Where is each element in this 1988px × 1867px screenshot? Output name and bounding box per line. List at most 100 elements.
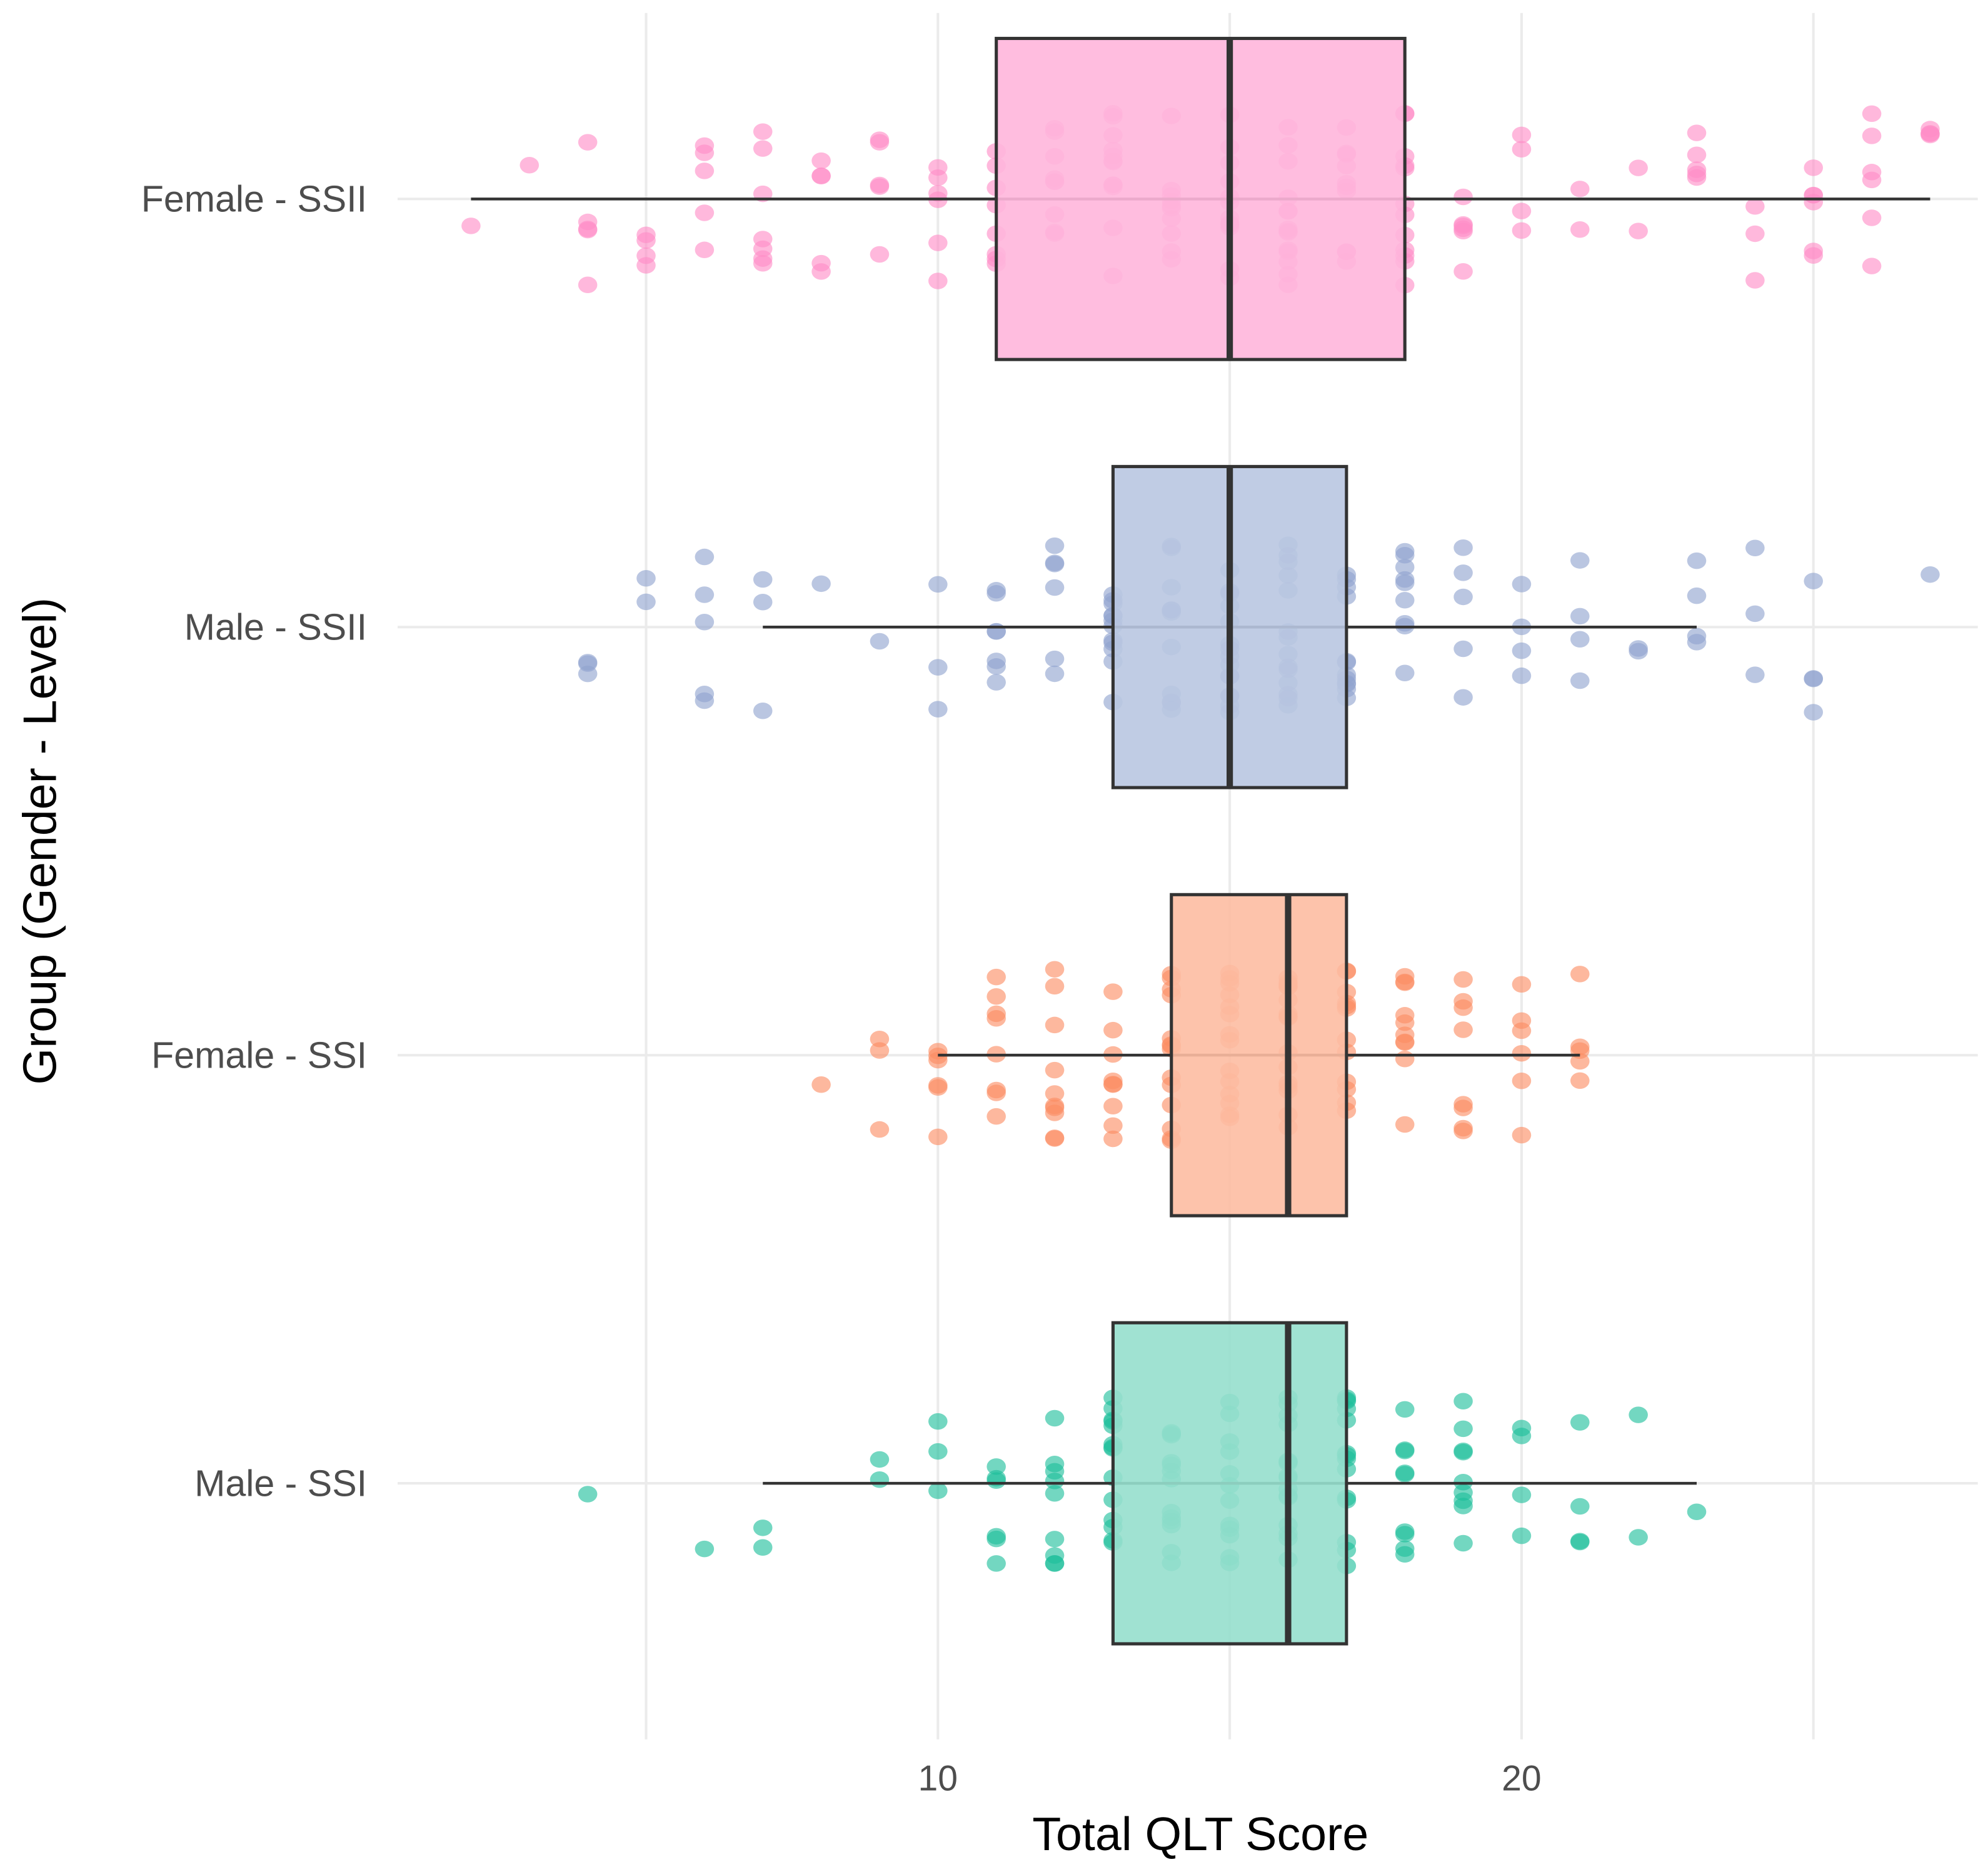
data-point bbox=[1745, 225, 1765, 243]
data-point bbox=[753, 1539, 773, 1556]
data-point bbox=[1453, 1534, 1473, 1552]
y-axis-title: Group (Gender - Level) bbox=[14, 598, 66, 1085]
data-point bbox=[1512, 1022, 1532, 1039]
data-point bbox=[1453, 1420, 1473, 1438]
data-point bbox=[811, 254, 831, 272]
data-point bbox=[1395, 1034, 1415, 1051]
data-point bbox=[1045, 1104, 1065, 1121]
data-point bbox=[1804, 704, 1824, 721]
data-point bbox=[695, 1540, 715, 1558]
data-point bbox=[1570, 1072, 1590, 1089]
data-point bbox=[870, 178, 890, 195]
data-point bbox=[870, 1031, 890, 1048]
data-point bbox=[1512, 642, 1532, 659]
data-point bbox=[928, 576, 948, 593]
data-point bbox=[1804, 573, 1824, 589]
data-point bbox=[1570, 552, 1590, 569]
data-point bbox=[986, 653, 1006, 669]
data-point bbox=[1804, 187, 1824, 204]
data-point bbox=[986, 1530, 1006, 1548]
data-point bbox=[1687, 628, 1707, 645]
data-point bbox=[1512, 141, 1532, 158]
data-point bbox=[1862, 258, 1882, 274]
data-point bbox=[1570, 966, 1590, 983]
y-tick-label: Female - SSII bbox=[141, 178, 367, 220]
data-point bbox=[986, 1108, 1006, 1125]
data-point bbox=[1045, 978, 1065, 995]
data-point bbox=[870, 1121, 890, 1138]
data-point bbox=[1512, 1126, 1532, 1144]
data-point bbox=[928, 1413, 948, 1430]
x-tick-label: 10 bbox=[918, 1758, 958, 1798]
data-point bbox=[1804, 243, 1824, 259]
data-point bbox=[1395, 543, 1415, 560]
data-point bbox=[1395, 1401, 1415, 1418]
data-point bbox=[1395, 1526, 1415, 1543]
data-point bbox=[1629, 1406, 1648, 1423]
data-point bbox=[636, 570, 656, 587]
data-point bbox=[1103, 1117, 1123, 1134]
data-point bbox=[928, 1128, 948, 1146]
data-point bbox=[1453, 1119, 1473, 1137]
x-tick-labels: 10 20 bbox=[918, 1758, 1542, 1798]
data-point bbox=[928, 1443, 948, 1460]
data-point bbox=[1045, 1129, 1065, 1146]
data-point bbox=[1045, 579, 1065, 596]
data-point bbox=[811, 168, 831, 185]
data-point bbox=[1512, 1527, 1532, 1544]
data-point bbox=[928, 1482, 948, 1499]
data-point bbox=[1453, 564, 1473, 581]
data-point bbox=[1453, 1021, 1473, 1038]
data-point bbox=[1629, 1529, 1648, 1546]
data-point bbox=[695, 163, 715, 179]
data-point bbox=[1045, 650, 1065, 668]
data-point bbox=[1687, 552, 1707, 569]
data-point bbox=[1570, 181, 1590, 198]
data-point bbox=[1804, 671, 1824, 688]
data-point bbox=[1453, 1484, 1473, 1501]
data-point bbox=[1395, 664, 1415, 681]
data-point bbox=[461, 218, 481, 234]
y-tick-label: Male - SSII bbox=[184, 606, 367, 648]
data-point bbox=[1745, 272, 1765, 289]
y-tick-label: Female - SSI bbox=[151, 1034, 367, 1076]
data-point bbox=[1395, 1014, 1415, 1031]
data-point bbox=[636, 232, 656, 249]
data-point bbox=[1570, 1414, 1590, 1431]
data-point bbox=[1862, 209, 1882, 226]
data-point bbox=[928, 234, 948, 251]
data-point bbox=[870, 1451, 890, 1468]
data-point bbox=[1453, 1498, 1473, 1514]
data-point bbox=[1687, 161, 1707, 178]
data-point bbox=[811, 152, 831, 169]
data-point bbox=[1453, 689, 1473, 706]
data-point bbox=[1045, 1085, 1065, 1102]
data-point bbox=[1045, 961, 1065, 978]
data-point bbox=[1395, 1443, 1415, 1459]
data-point bbox=[1103, 1130, 1123, 1148]
data-point bbox=[1045, 1463, 1065, 1480]
data-point bbox=[1045, 1061, 1065, 1079]
box bbox=[1170, 893, 1348, 1218]
data-point bbox=[1453, 218, 1473, 234]
data-point bbox=[1745, 539, 1765, 556]
data-point bbox=[1045, 1485, 1065, 1502]
data-point bbox=[1103, 1021, 1123, 1039]
data-point bbox=[1570, 1498, 1590, 1515]
data-point bbox=[811, 575, 831, 593]
data-point bbox=[986, 968, 1006, 986]
boxes bbox=[471, 36, 1930, 1646]
data-point bbox=[1395, 1546, 1415, 1563]
data-point bbox=[1453, 1096, 1473, 1113]
y-tick-label: Male - SSI bbox=[194, 1462, 367, 1504]
data-point bbox=[1512, 976, 1532, 993]
data-point bbox=[753, 703, 773, 719]
data-point bbox=[1453, 188, 1473, 206]
data-point bbox=[1395, 591, 1415, 609]
data-point bbox=[1512, 1044, 1532, 1062]
data-point bbox=[753, 594, 773, 611]
data-point bbox=[811, 1076, 831, 1093]
data-point bbox=[1687, 146, 1707, 164]
data-point bbox=[1453, 539, 1473, 556]
data-point bbox=[1103, 983, 1123, 1000]
